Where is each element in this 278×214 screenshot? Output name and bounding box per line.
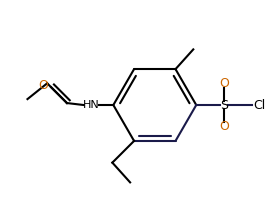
Text: Cl: Cl xyxy=(253,98,265,111)
Text: HN: HN xyxy=(83,100,100,110)
Text: O: O xyxy=(219,120,229,133)
Text: S: S xyxy=(220,98,228,111)
Text: O: O xyxy=(38,79,48,92)
Text: O: O xyxy=(219,77,229,90)
